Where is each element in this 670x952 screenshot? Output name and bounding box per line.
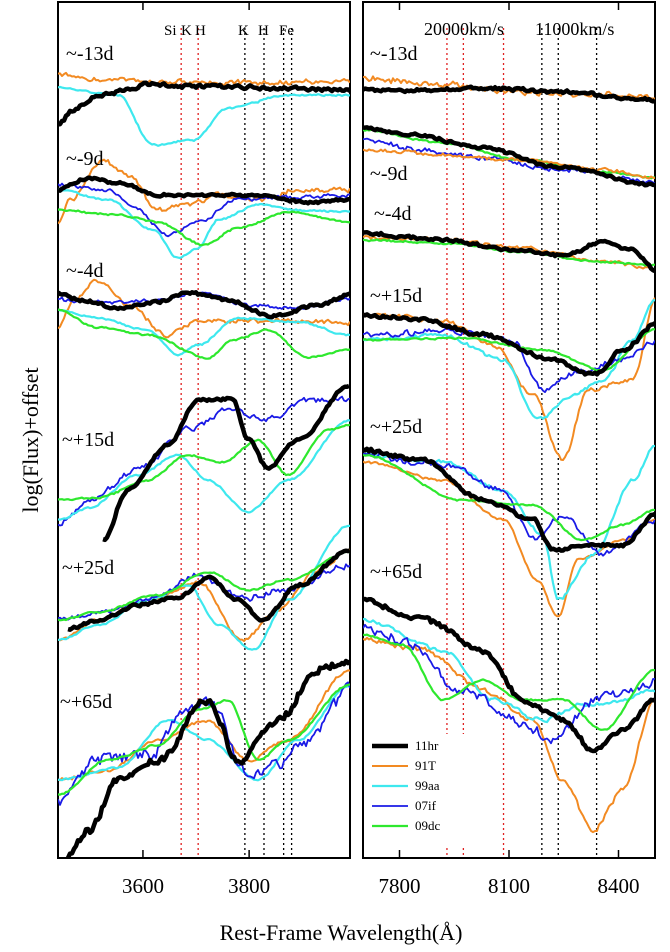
spectrum-99aa-left-m4	[58, 310, 350, 356]
velocity-label-11000: 11000km/s	[535, 19, 614, 39]
phase-label-right-m9: ~-9d	[370, 163, 407, 185]
legend-label-99aa: 99aa	[415, 778, 440, 793]
phase-label-left-m13: ~-13d	[66, 43, 113, 65]
legend-label-91T: 91T	[415, 758, 436, 773]
phase-label-left-p15: ~+15d	[62, 429, 114, 451]
line-label-si: Si	[164, 23, 177, 39]
legend-label-07if: 07if	[415, 798, 437, 813]
x-tick-label-8400: 8400	[598, 874, 640, 898]
legend-label-09dc: 09dc	[415, 818, 441, 833]
line-label-k-red: K	[181, 23, 192, 39]
line-label-k-black: K	[238, 23, 249, 39]
spectrum-11hr-left-m4	[58, 292, 350, 317]
spectrum-91T-right-p25	[363, 462, 655, 617]
legend: 11hr 91T 99aa 07if 09dc	[366, 734, 490, 846]
spectrum-91T-left-m13	[58, 73, 350, 86]
phase-label-left-m9: ~-9d	[66, 148, 103, 170]
phase-label-left-p65: ~+65d	[60, 691, 112, 713]
phase-label-right-p65: ~+65d	[370, 561, 422, 583]
spectrum-11hr-right-m4	[363, 232, 655, 271]
phase-label-left-p25: ~+25d	[62, 557, 114, 579]
spectrum-11hr-right-p25	[363, 449, 655, 551]
line-label-fe: Fe	[279, 23, 294, 39]
line-label-h-black: H	[258, 23, 269, 39]
phase-label-right-m13: ~-13d	[370, 43, 417, 65]
spectrum-11hr-right-m65	[363, 599, 655, 751]
velocity-label-20000: 20000km/s	[424, 19, 504, 39]
spectrum-11hr-left-m13	[58, 83, 350, 125]
phase-label-right-p25: ~+25d	[370, 416, 422, 438]
x-tick-label-3800: 3800	[228, 874, 270, 898]
y-axis-title: log(Flux)+offset	[18, 367, 43, 512]
spectrum-91T-left-m65	[58, 670, 350, 780]
spectrum-99aa-left-m9	[58, 190, 350, 259]
line-label-h-red: H	[195, 23, 206, 39]
spectrum-07if-left-m9	[58, 184, 350, 237]
x-tick-label-3600: 3600	[122, 874, 164, 898]
x-tick-label-8100: 8100	[488, 874, 530, 898]
phase-label-left-m4: ~-4d	[66, 260, 103, 282]
spectrum-07if-left-p15	[58, 397, 350, 526]
x-axis-title: Rest-Frame Wavelength(Å)	[220, 920, 463, 945]
spectrum-99aa-left-p25	[58, 526, 350, 650]
x-tick-label-7800: 7800	[379, 874, 421, 898]
phase-label-right-m4: ~-4d	[374, 203, 411, 225]
phase-label-right-p15: ~+15d	[370, 285, 422, 307]
legend-label-11hr: 11hr	[415, 738, 439, 753]
